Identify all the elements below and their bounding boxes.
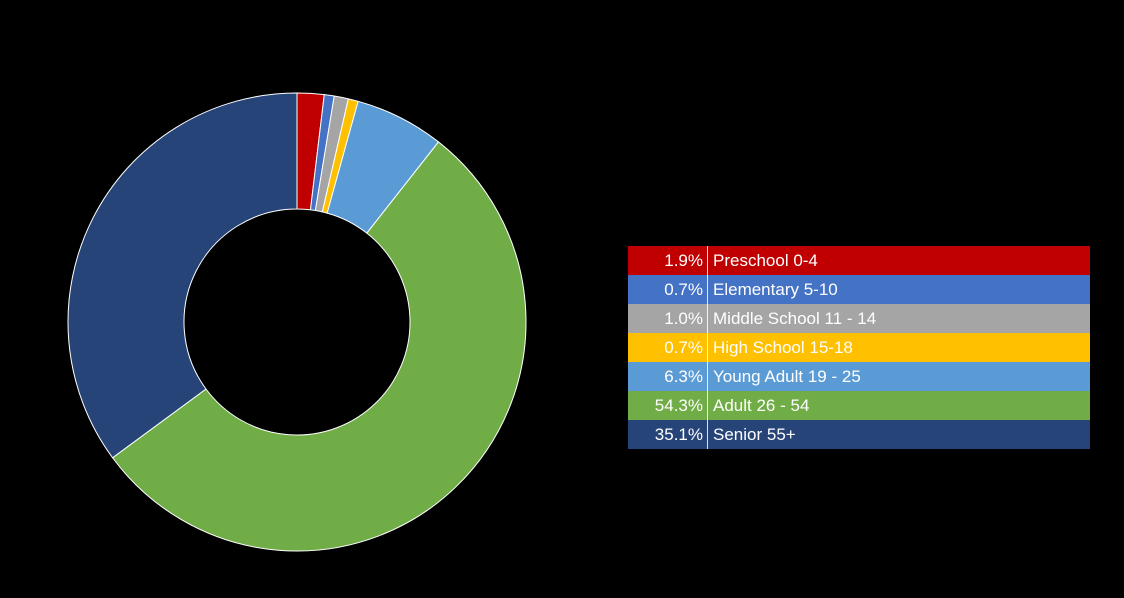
legend-value: 1.9% <box>628 246 708 275</box>
legend-value: 54.3% <box>628 391 708 420</box>
legend-row: 1.0% Middle School 11 - 14 <box>628 304 1090 333</box>
legend-label: Middle School 11 - 14 <box>713 308 877 328</box>
legend-row: 54.3% Adult 26 - 54 <box>628 391 1090 420</box>
legend-row: 0.7% High School 15-18 <box>628 333 1090 362</box>
legend-value: 0.7% <box>628 275 708 304</box>
legend-value: 0.7% <box>628 333 708 362</box>
legend-label: Adult 26 - 54 <box>713 395 810 415</box>
legend-row: 1.9% Preschool 0-4 <box>628 246 1090 275</box>
legend-label: Elementary 5-10 <box>713 279 838 299</box>
donut-slice-7 <box>67 92 298 459</box>
legend-label: Preschool 0-4 <box>713 250 818 270</box>
legend-value: 1.0% <box>628 304 708 333</box>
legend-value: 35.1% <box>628 420 708 449</box>
legend-label: Senior 55+ <box>713 424 796 444</box>
legend-label: High School 15-18 <box>713 337 853 357</box>
donut-slice-6 <box>111 141 527 552</box>
legend-label: Young Adult 19 - 25 <box>713 366 861 386</box>
legend-row: 6.3% Young Adult 19 - 25 <box>628 362 1090 391</box>
legend-row: 0.7% Elementary 5-10 <box>628 275 1090 304</box>
donut-chart <box>67 92 527 552</box>
legend-value: 6.3% <box>628 362 708 391</box>
legend-row: 35.1% Senior 55+ <box>628 420 1090 449</box>
legend: 1.9% Preschool 0-4 0.7% Elementary 5-10 1.0%… <box>628 246 1090 449</box>
